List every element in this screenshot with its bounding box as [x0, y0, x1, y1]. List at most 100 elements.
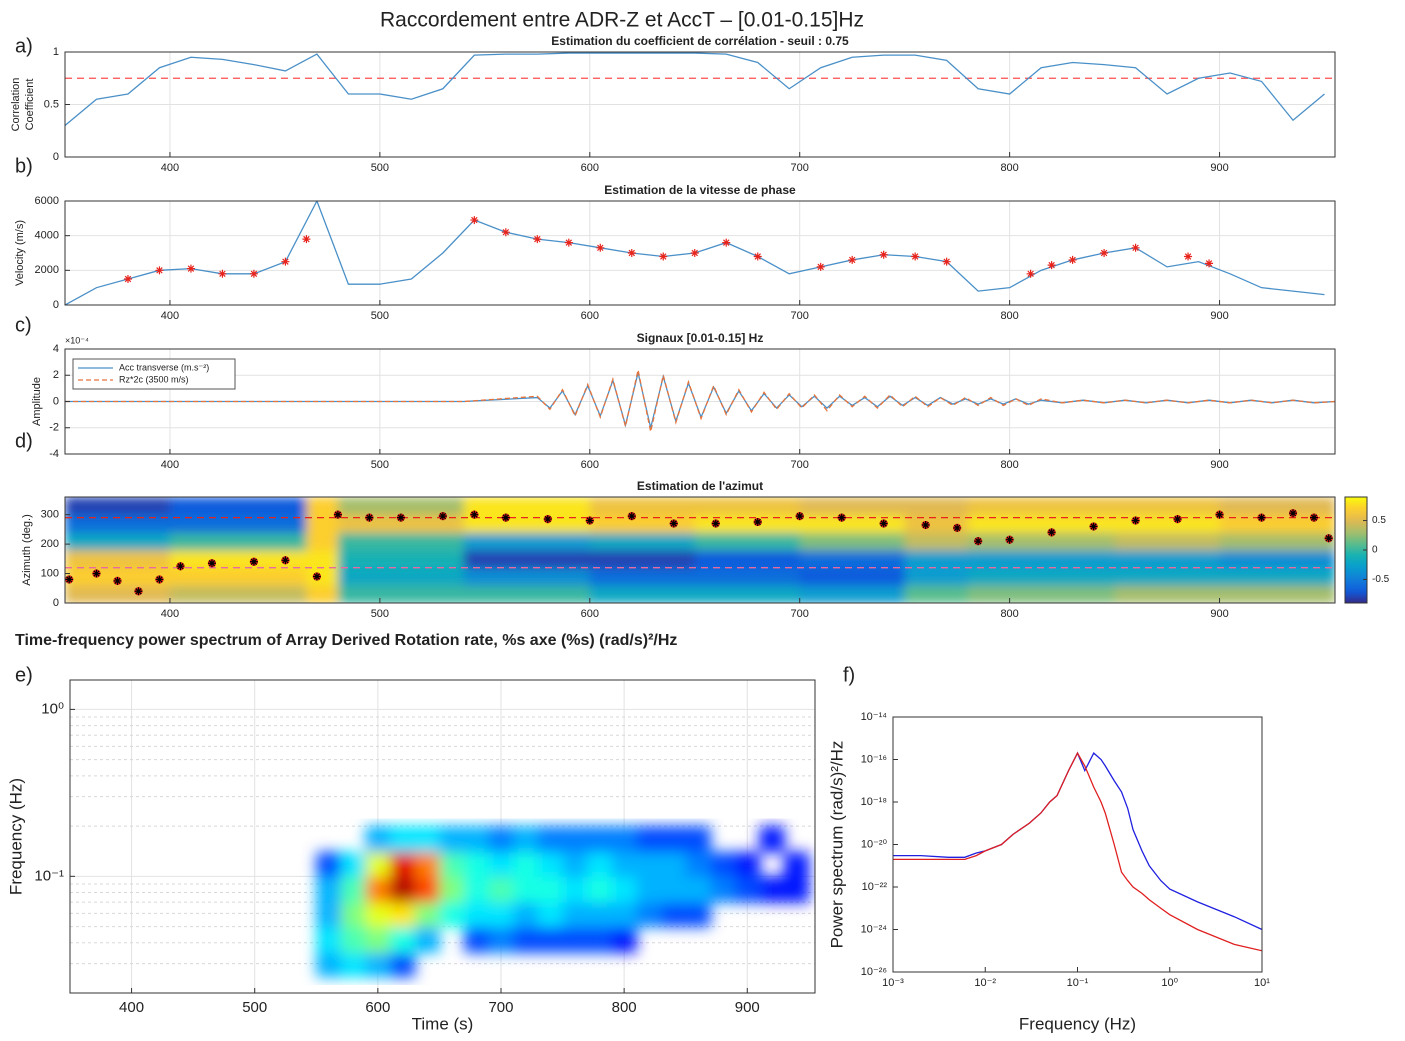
heatmap-cell — [587, 851, 613, 877]
heatmap-cell — [316, 926, 342, 953]
heatmap-cell — [799, 514, 906, 533]
x-tick-label: 10⁻¹ — [1067, 977, 1089, 989]
series-line — [65, 52, 1325, 126]
heatmap-cell — [799, 550, 906, 569]
heatmap-cell — [464, 902, 490, 928]
x-tick-label: 500 — [371, 310, 389, 322]
star — [1100, 249, 1109, 257]
heatmap-cell — [1219, 514, 1335, 533]
star-marker — [1131, 243, 1140, 252]
heatmap-cell — [537, 851, 564, 877]
heatmap-cell — [685, 902, 711, 928]
y-axis-label: Correlation — [10, 78, 22, 132]
heatmap-cell — [340, 926, 367, 953]
heatmap-cell — [589, 514, 696, 533]
heatmap — [316, 826, 810, 978]
heatmap-cell — [694, 514, 801, 533]
panel-label: e) — [15, 664, 33, 686]
heatmap-cell — [1114, 550, 1221, 569]
x-tick-label: 400 — [161, 608, 179, 620]
star — [113, 576, 122, 585]
x-tick-label: 400 — [161, 310, 179, 322]
heatmap-cell — [365, 876, 391, 903]
heatmap-cell — [1114, 497, 1221, 516]
star-marker — [816, 262, 825, 271]
heatmap-cell — [390, 952, 416, 978]
heatmap-cell — [316, 876, 342, 903]
star-marker — [543, 515, 552, 524]
star — [585, 516, 594, 525]
heatmap-cell — [337, 567, 465, 586]
heatmap-cell — [169, 497, 307, 516]
y-tick-label: 0 — [53, 151, 59, 163]
star-marker — [1100, 249, 1109, 257]
star — [837, 513, 846, 522]
x-tick-label: 900 — [1210, 310, 1228, 322]
heatmap-cell — [799, 497, 906, 516]
plot-area — [65, 369, 1335, 432]
heatmap-cell — [1219, 585, 1335, 603]
heatmap-cell — [513, 902, 539, 928]
heatmap-cell — [537, 876, 564, 903]
star-marker — [396, 513, 405, 522]
heatmap-cell — [694, 550, 801, 569]
legend-box — [72, 358, 236, 390]
heatmap-cell — [390, 926, 416, 953]
heatmap-cell — [661, 876, 687, 903]
star-marker — [974, 537, 983, 546]
star — [1289, 509, 1298, 518]
star-marker — [365, 513, 374, 522]
chart-title: Time-frequency power spectrum of Array D… — [15, 632, 677, 649]
y-tick-label: -2 — [49, 422, 59, 434]
heatmap-cell — [611, 851, 637, 877]
star-marker — [1289, 509, 1298, 518]
star — [176, 562, 185, 571]
star — [659, 252, 668, 261]
star — [627, 512, 636, 521]
heatmap-cell — [1114, 514, 1221, 533]
heatmap-cell — [337, 550, 465, 569]
star — [1173, 515, 1182, 524]
star — [669, 519, 678, 528]
star — [123, 275, 132, 283]
heatmap-cell — [316, 952, 342, 978]
x-tick-label: 600 — [581, 459, 599, 471]
heatmap-cell — [337, 497, 465, 516]
star — [1047, 261, 1056, 270]
heatmap-cell — [611, 902, 637, 928]
axis-exponent: ×10⁻⁴ — [65, 335, 89, 345]
heatmap-cell — [365, 826, 391, 853]
star-marker — [1089, 522, 1098, 531]
heatmap-cell — [463, 497, 591, 516]
y-tick-label: 10⁻¹⁶ — [861, 753, 887, 765]
heatmap-cell — [1219, 532, 1335, 551]
heatmap-cell — [365, 926, 391, 953]
star — [879, 519, 888, 528]
heatmap-cell — [967, 497, 1116, 516]
star — [470, 216, 479, 225]
heatmap-cell — [904, 514, 969, 533]
heatmap-cell — [589, 497, 696, 516]
y-tick-label: 10⁻¹⁸ — [861, 796, 887, 808]
heatmap-cell — [685, 826, 711, 853]
y-axis-label: Frequency (Hz) — [6, 778, 25, 895]
colorbar-label: -0.5 — [1372, 574, 1390, 585]
star — [312, 572, 321, 581]
heatmap-cell — [169, 532, 307, 551]
star-marker — [470, 510, 479, 519]
heatmap-cell — [562, 876, 588, 903]
heatmap-cell — [414, 926, 440, 953]
star — [1068, 255, 1077, 264]
heatmap-cell — [439, 902, 465, 928]
star-marker — [134, 587, 143, 596]
heatmap-cell — [587, 902, 613, 928]
heatmap-cell — [337, 532, 465, 551]
heatmap-cell — [587, 876, 613, 903]
x-tick-label: 500 — [242, 999, 267, 1016]
heatmap-cell — [734, 851, 761, 877]
x-tick-label: 900 — [735, 999, 760, 1016]
heatmap-cell — [661, 826, 687, 853]
star-marker — [65, 575, 74, 584]
heatmap-cell — [513, 926, 539, 953]
